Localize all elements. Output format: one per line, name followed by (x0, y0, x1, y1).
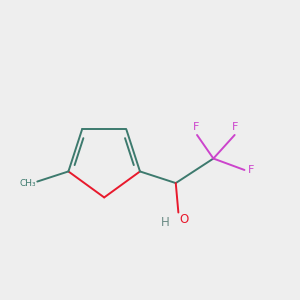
Text: F: F (193, 122, 200, 132)
Text: F: F (248, 165, 254, 175)
Text: F: F (232, 122, 239, 132)
Text: CH₃: CH₃ (19, 179, 36, 188)
Text: H: H (160, 216, 169, 229)
Text: O: O (179, 214, 189, 226)
